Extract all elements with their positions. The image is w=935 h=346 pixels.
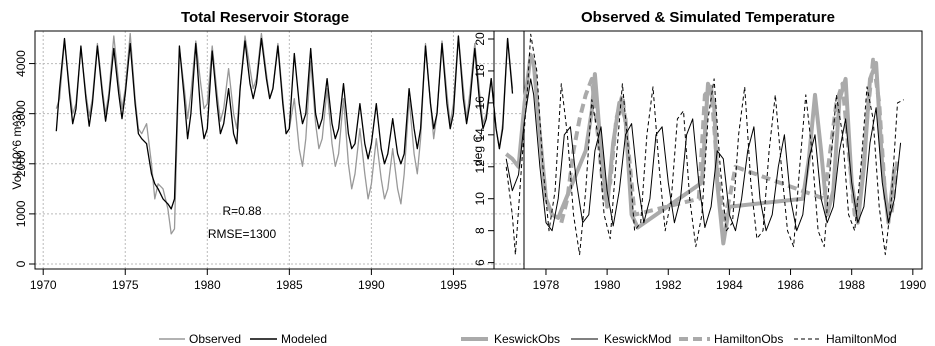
temperature-x-tick-label-1: 1980 xyxy=(594,278,621,292)
temperature-x-tick-label-4: 1986 xyxy=(777,278,804,292)
legend-label-hamiltonmod: HamiltonMod xyxy=(826,332,897,346)
storage-annotation-rmse: RMSE=1300 xyxy=(208,227,277,241)
temperature-x-tick-label-6: 1990 xyxy=(899,278,926,292)
temperature-y-tick-label-4: 14 xyxy=(473,128,487,142)
storage-x-tick-label-0: 1970 xyxy=(30,278,57,292)
temperature-chart: Observed & Simulated Temperature 1978 198… xyxy=(461,9,926,346)
storage-chart: Total Reservoir Storage 1970 1975 1980 1985… xyxy=(10,9,525,346)
temperature-y-tick-label-5: 16 xyxy=(473,96,487,110)
storage-y-tick-label-4: 4000 xyxy=(14,50,28,77)
storage-y-tick-label-0: 0 xyxy=(14,260,28,267)
temperature-y-axis-label: deg C xyxy=(471,134,485,166)
storage-annotation-r: R=0.88 xyxy=(222,204,261,218)
temperature-chart-title: Observed & Simulated Temperature xyxy=(581,9,835,26)
legend-label-keswickobs: KeswickObs xyxy=(494,332,560,346)
legend-label-keswickmod: KeswickMod xyxy=(604,332,671,346)
storage-y-axis-label: Vol (10^6 m^3) xyxy=(10,110,24,189)
temperature-y-tick-label-0: 6 xyxy=(473,259,487,266)
temperature-y-tick-label-1: 8 xyxy=(473,227,487,234)
temperature-x-tick-label-3: 1984 xyxy=(716,278,743,292)
storage-y-tick-label-2: 2000 xyxy=(14,150,28,177)
temperature-x-tick-label-5: 1988 xyxy=(838,278,865,292)
legend-label-modeled: Modeled xyxy=(281,332,327,346)
temperature-plot-frame xyxy=(493,30,923,270)
temperature-y-tick-label-3: 12 xyxy=(473,160,487,174)
storage-x-tick-label-3: 1985 xyxy=(276,278,303,292)
storage-y-tick-label-1: 1000 xyxy=(14,200,28,227)
temperature-legend: KeswickObs KeswickMod HamiltonObs Hamilt… xyxy=(461,332,897,346)
temperature-x-tick-label-0: 1978 xyxy=(533,278,560,292)
storage-x-tick-label-1: 1975 xyxy=(112,278,139,292)
storage-y-tick-label-3: 3000 xyxy=(14,100,28,127)
legend-label-hamiltonobs: HamiltonObs xyxy=(714,332,783,346)
temperature-y-tick-label-2: 10 xyxy=(473,192,487,206)
storage-x-tick-label-5: 1995 xyxy=(440,278,467,292)
legend-label-observed: Observed xyxy=(189,332,241,346)
storage-series-modeled xyxy=(55,35,514,210)
storage-chart-title: Total Reservoir Storage xyxy=(181,9,349,26)
temperature-y-tick-label-6: 18 xyxy=(473,64,487,78)
storage-x-tick-label-2: 1980 xyxy=(194,278,221,292)
temperature-series-keswickmod xyxy=(505,78,902,232)
storage-plot-frame xyxy=(34,30,525,270)
temperature-y-tick-label-7: 20 xyxy=(473,32,487,46)
storage-legend: Observed Modeled xyxy=(159,332,327,346)
temperature-x-tick-label-2: 1982 xyxy=(655,278,682,292)
storage-x-tick-label-4: 1990 xyxy=(358,278,385,292)
